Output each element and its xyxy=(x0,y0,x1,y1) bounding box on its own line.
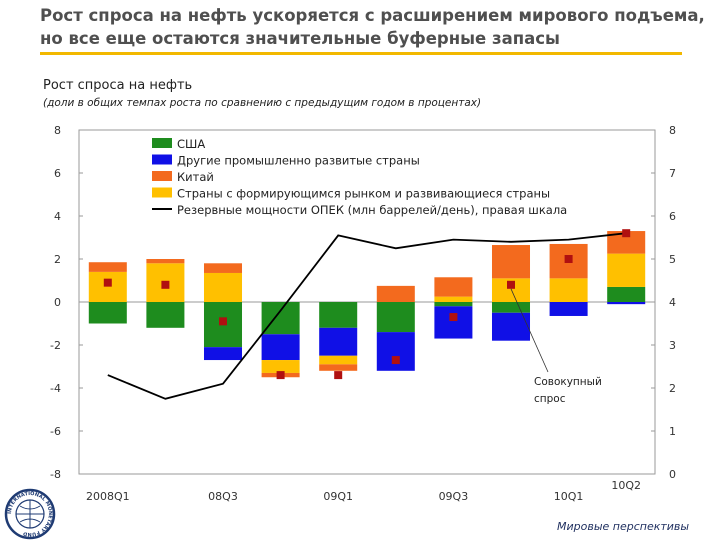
chart-subtitle: (доли в общих темпах роста по сравнению … xyxy=(43,97,482,109)
legend-swatch xyxy=(152,154,172,165)
total-demand-annotation: Совокупный спрос xyxy=(534,374,602,408)
bar-usa-2008Q2 xyxy=(146,302,185,328)
bar-usa-2009Q3 xyxy=(434,302,473,307)
y-tick-label-left: -8 xyxy=(50,468,61,481)
chart-title: Рост спроса на нефть xyxy=(43,78,193,93)
y-tick-label-left: -4 xyxy=(50,382,61,395)
bar-other_adv-2010Q1 xyxy=(549,302,588,316)
bar-emerging-2008Q1 xyxy=(88,271,127,302)
annotation-line2: спрос xyxy=(534,393,566,405)
y-tick-label-right: 4 xyxy=(669,296,676,309)
y-tick-label-right: 7 xyxy=(669,167,676,180)
bar-emerging-2009Q3 xyxy=(434,296,473,302)
title-underline xyxy=(40,52,682,55)
bar-china-2009Q1 xyxy=(319,364,358,371)
bar-china-2009Q2 xyxy=(376,285,415,302)
bar-other_adv-2010Q2 xyxy=(607,302,646,305)
annotation-pointer xyxy=(510,288,549,373)
total-demand-marker-2008Q4 xyxy=(276,371,285,380)
bar-other_adv-2009Q4 xyxy=(491,312,531,341)
y-tick-label-right: 6 xyxy=(669,210,676,223)
x-tick-label: 10Q2 xyxy=(611,479,641,492)
total-demand-marker-2009Q4 xyxy=(507,280,515,289)
y-tick-label-right: 3 xyxy=(669,339,676,352)
legend-entry-label: США xyxy=(177,137,205,151)
bar-usa-2009Q1 xyxy=(319,302,358,328)
total-demand-marker-2010Q2 xyxy=(622,229,631,238)
total-demand-marker-2009Q3 xyxy=(449,313,458,322)
legend-swatch xyxy=(152,187,172,198)
bar-usa-2008Q1 xyxy=(88,302,127,324)
y-tick-label-right: 0 xyxy=(669,468,676,481)
total-demand-marker-2009Q1 xyxy=(334,371,343,380)
opec-spare-capacity-line xyxy=(107,232,627,400)
bar-other_adv-2009Q3 xyxy=(434,306,473,339)
y-tick-label-left: -2 xyxy=(50,339,61,352)
bar-emerging-2009Q1 xyxy=(319,355,358,365)
bar-emerging-2010Q2 xyxy=(607,253,646,287)
total-demand-marker-2009Q2 xyxy=(391,356,400,365)
total-demand-marker-2008Q2 xyxy=(161,280,170,289)
y-tick-label-left: 6 xyxy=(54,167,61,180)
bar-emerging-2008Q3 xyxy=(203,272,243,302)
total-demand-marker-2010Q1 xyxy=(564,255,573,263)
y-tick-label-left: 0 xyxy=(54,296,61,309)
bar-emerging-2010Q1 xyxy=(549,278,588,302)
bar-china-2009Q4 xyxy=(491,245,531,279)
bar-usa-2008Q4 xyxy=(261,302,300,335)
y-tick-label-right: 1 xyxy=(669,425,676,438)
total-demand-marker-2008Q1 xyxy=(103,278,112,287)
y-tick-label-left: -6 xyxy=(50,425,61,438)
bar-china-2008Q1 xyxy=(88,262,127,272)
bar-usa-2009Q2 xyxy=(376,302,415,333)
slide-title-line2: но все еще остаются значительные буферны… xyxy=(40,29,560,48)
bar-usa-2009Q4 xyxy=(491,302,531,313)
total-demand-marker-2008Q3 xyxy=(219,317,227,326)
y-tick-label-right: 8 xyxy=(669,124,676,137)
x-tick-label: 09Q1 xyxy=(323,490,353,503)
bar-china-2008Q3 xyxy=(203,263,243,273)
bar-other_adv-2008Q4 xyxy=(261,334,300,361)
x-tick-label: 10Q1 xyxy=(554,490,584,503)
x-tick-label: 09Q3 xyxy=(439,490,469,503)
y-tick-label-left: 2 xyxy=(54,253,61,266)
bar-china-2009Q3 xyxy=(434,277,473,297)
bar-china-2010Q2 xyxy=(607,231,646,254)
bar-other_adv-2008Q3 xyxy=(203,347,243,361)
imf-logo: INTERNATIONAL MONETARY FUND xyxy=(4,488,56,544)
legend-entry-label: Китай xyxy=(177,170,214,184)
legend-swatch xyxy=(152,138,172,148)
bar-emerging-2009Q4 xyxy=(491,278,531,302)
footer-text: Мировые перспективы xyxy=(557,520,690,533)
bar-emerging-2008Q4 xyxy=(261,360,300,373)
bar-usa-2010Q2 xyxy=(607,286,646,302)
legend-swatch xyxy=(152,171,172,181)
legend-entry-label: Страны с формирующимся рынком и развиваю… xyxy=(177,187,550,201)
annotation-line1: Совокупный xyxy=(534,376,602,388)
legend-entry-label: Резервные мощности ОПЕК (млн баррелей/де… xyxy=(177,203,567,217)
legend-entry-label: Другие промышленно развитые страны xyxy=(177,154,420,168)
slide-title: Рост спроса на нефть ускоряется с расшир… xyxy=(40,4,710,50)
bar-china-2008Q2 xyxy=(146,259,185,264)
bar-other_adv-2009Q2 xyxy=(376,332,415,371)
x-tick-label: 2008Q1 xyxy=(86,490,130,503)
x-tick-label: 08Q3 xyxy=(208,490,238,503)
slide-title-line1: Рост спроса на нефть ускоряется с расшир… xyxy=(40,6,705,25)
y-tick-label-left: 4 xyxy=(54,210,61,223)
bar-other_adv-2009Q1 xyxy=(319,327,358,356)
y-tick-label-right: 2 xyxy=(669,382,676,395)
y-tick-label-left: 8 xyxy=(54,124,61,137)
y-tick-label-right: 5 xyxy=(669,253,676,266)
